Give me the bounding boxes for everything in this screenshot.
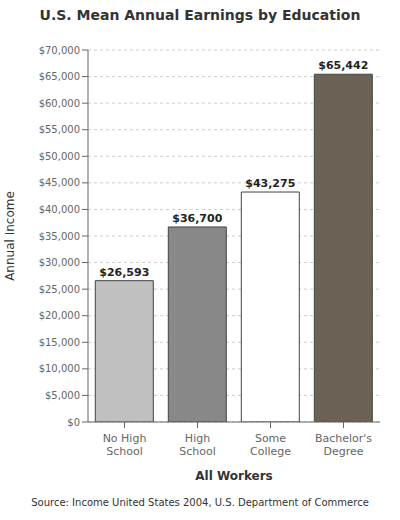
svg-text:$43,275: $43,275 bbox=[245, 177, 295, 190]
svg-text:$36,700: $36,700 bbox=[172, 212, 222, 225]
svg-text:HighSchool: HighSchool bbox=[179, 432, 216, 458]
svg-text:$65,000: $65,000 bbox=[39, 71, 80, 82]
svg-text:No HighSchool: No HighSchool bbox=[103, 432, 147, 458]
svg-text:$70,000: $70,000 bbox=[39, 45, 80, 56]
html-text:U.S. Mean Annual Earnings by E: U.S. Mean Annual Earnings by Education bbox=[39, 7, 361, 23]
svg-text:$26,593: $26,593 bbox=[99, 266, 149, 279]
svg-text:$10,000: $10,000 bbox=[39, 363, 80, 374]
svg-text:$60,000: $60,000 bbox=[39, 98, 80, 109]
svg-text:Bachelor'sDegree: Bachelor'sDegree bbox=[315, 432, 372, 458]
svg-text:$35,000: $35,000 bbox=[39, 231, 80, 242]
svg-text:$40,000: $40,000 bbox=[39, 204, 80, 215]
svg-text:$65,442: $65,442 bbox=[318, 59, 368, 72]
svg-text:All Workers: All Workers bbox=[195, 469, 273, 483]
svg-text:$50,000: $50,000 bbox=[39, 151, 80, 162]
svg-text:$30,000: $30,000 bbox=[39, 257, 80, 268]
svg-text:$15,000: $15,000 bbox=[39, 337, 80, 348]
svg-text:Annual Income: Annual Income bbox=[8, 191, 17, 281]
svg-text:$55,000: $55,000 bbox=[39, 124, 80, 135]
svg-text:$25,000: $25,000 bbox=[39, 284, 80, 295]
svg-text:$45,000: $45,000 bbox=[39, 177, 80, 188]
svg-text:$5,000: $5,000 bbox=[45, 390, 80, 401]
svg-text:SomeCollege: SomeCollege bbox=[250, 432, 291, 458]
svg-text:$0: $0 bbox=[67, 417, 80, 428]
html-text:Source: Income United States 2: Source: Income United States 2004, U.S. … bbox=[31, 497, 369, 508]
svg-text:$20,000: $20,000 bbox=[39, 310, 80, 321]
